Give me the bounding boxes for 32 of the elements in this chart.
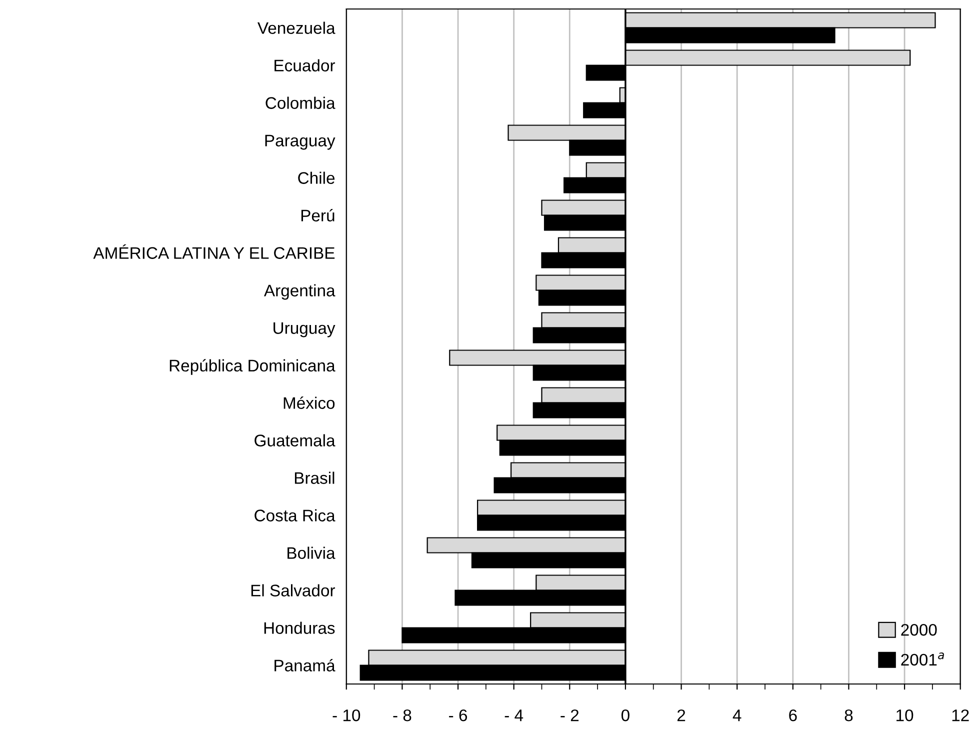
x-tick-label: 10 <box>896 709 914 722</box>
x-tick-label: - 4 <box>504 710 524 722</box>
y-tick-label: Uruguay <box>274 322 336 338</box>
x-tick-label: 6 <box>789 709 797 722</box>
x-tick-label: 12 <box>952 709 969 722</box>
x-tick-label: 0 <box>621 709 630 722</box>
y-tick-label: Venezuela <box>258 22 336 34</box>
x-tick-label: - 6 <box>449 709 468 722</box>
y-tick-label: AMÉRICA LATINA Y EL CARIBE <box>93 244 335 259</box>
x-tick-label: 8 <box>844 709 853 722</box>
y-tick-label: Honduras <box>264 622 335 634</box>
y-tick-label: México <box>284 396 335 409</box>
y-tick-label: Costa Rica <box>254 509 336 522</box>
y-tick-label: Guatemala <box>254 434 336 446</box>
x-tick-label: 2 <box>677 709 686 722</box>
y-tick-label: Brasil <box>294 472 334 484</box>
x-tick-label: - 10 <box>332 709 360 722</box>
legend-label: 2000 <box>901 624 937 636</box>
y-tick-label: Chile <box>298 172 335 184</box>
y-tick-label: Paraguay <box>265 134 336 150</box>
y-tick-label: Perú <box>301 209 334 222</box>
x-tick-label: 4 <box>732 710 742 722</box>
y-tick-label: Panamá <box>274 659 336 672</box>
x-tick-label: - 2 <box>560 709 579 722</box>
y-tick-label: El Salvador <box>251 584 336 596</box>
x-tick-label: - 8 <box>393 709 412 722</box>
y-tick-label: Ecuador <box>274 59 336 72</box>
y-tick-label: República Dominicana <box>170 359 336 375</box>
legend-label: 2001$^{a}$ <box>901 652 944 666</box>
y-tick-label: Colombia <box>266 96 336 109</box>
y-tick-label: Argentina <box>264 284 336 300</box>
y-tick-label: Bolivia <box>288 546 336 559</box>
